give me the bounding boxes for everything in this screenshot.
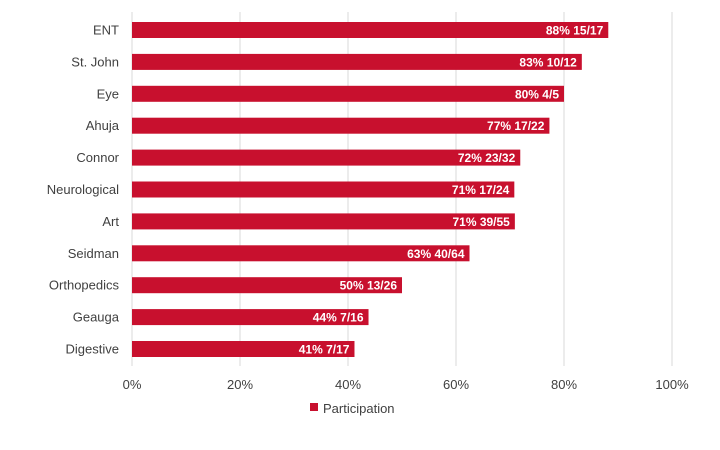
category-label: Orthopedics xyxy=(49,278,120,293)
category-label: Neurological xyxy=(47,182,119,197)
category-label: Digestive xyxy=(66,342,119,357)
data-label: 77% 17/22 xyxy=(487,119,545,133)
category-label: Seidman xyxy=(68,246,119,261)
legend: Participation xyxy=(310,401,395,416)
data-label: 83% 10/12 xyxy=(519,55,577,69)
bars: 88% 15/17 83% 10/12 80% 4/5 77% 17/22 72% 23… xyxy=(132,22,609,357)
bar xyxy=(132,85,564,102)
bar xyxy=(132,53,582,70)
data-label: 44% 7/16 xyxy=(313,311,364,325)
category-label: ENT xyxy=(93,23,119,38)
data-label: 41% 7/17 xyxy=(299,343,350,357)
bar xyxy=(132,341,355,357)
bar xyxy=(132,149,521,166)
x-tick-label: 0% xyxy=(123,377,142,392)
data-label: 88% 15/17 xyxy=(546,24,604,38)
x-tick-label: 60% xyxy=(443,377,469,392)
category-label: Connor xyxy=(76,150,119,165)
category-label: Ahuja xyxy=(86,118,120,133)
data-label: 63% 40/64 xyxy=(407,247,465,261)
x-tick-label: 20% xyxy=(227,377,253,392)
data-label: 71% 39/55 xyxy=(452,215,510,229)
x-tick-label: 40% xyxy=(335,377,361,392)
category-labels: ENT St. John Eye Ahuja Connor Neurological Art… xyxy=(47,23,120,357)
bar xyxy=(132,245,470,262)
category-label: St. John xyxy=(71,54,119,69)
bar xyxy=(132,22,609,38)
category-label: Eye xyxy=(97,86,119,101)
data-label: 72% 23/32 xyxy=(458,151,516,165)
x-tick-labels: 0% 20% 40% 60% 80% 100% xyxy=(123,377,689,392)
bar xyxy=(132,181,515,198)
bar xyxy=(132,117,550,134)
legend-label: Participation xyxy=(323,401,395,416)
category-label: Art xyxy=(102,214,119,229)
data-label: 71% 17/24 xyxy=(452,183,510,197)
bar xyxy=(132,213,515,230)
x-tick-label: 80% xyxy=(551,377,577,392)
x-tick-label: 100% xyxy=(655,377,689,392)
data-label: 80% 4/5 xyxy=(515,87,559,101)
bar xyxy=(132,277,402,294)
data-label: 50% 13/26 xyxy=(340,279,398,293)
category-label: Geauga xyxy=(73,310,120,325)
legend-swatch xyxy=(310,403,318,411)
bar xyxy=(132,309,369,326)
